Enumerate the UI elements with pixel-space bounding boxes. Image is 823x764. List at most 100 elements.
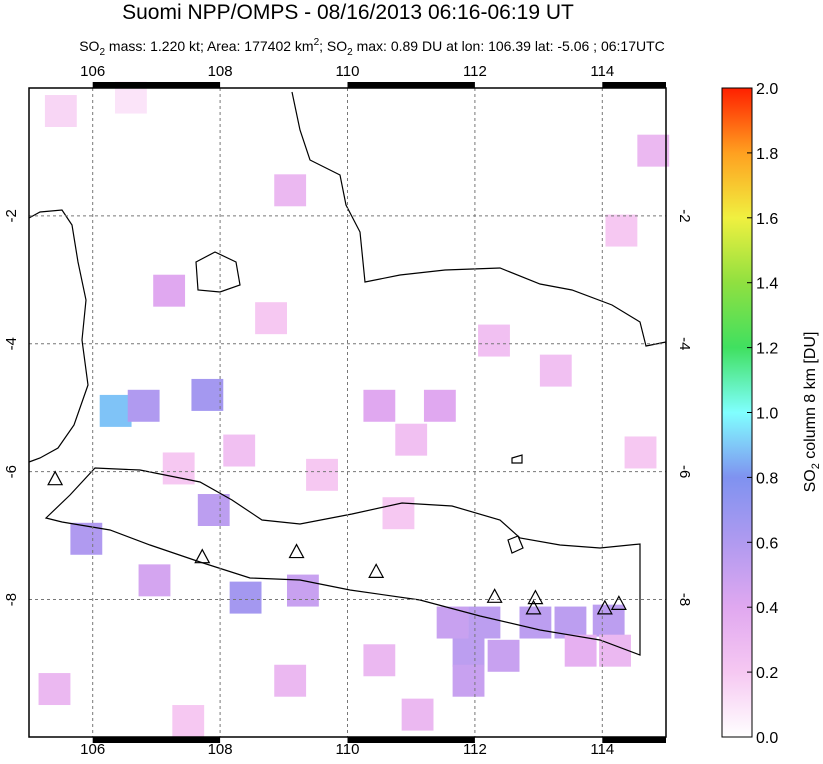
so2-cell <box>487 639 520 672</box>
volcano <box>194 548 211 564</box>
title: Suomi NPP/OMPS - 08/16/2013 06:16-06:19 … <box>122 1 574 24</box>
colorbar-label-part: column 8 km [DU] <box>802 332 819 464</box>
frame-bar <box>347 737 475 743</box>
x-tick-label: 112 <box>463 63 487 80</box>
colorbar-tick-label: 1.2 <box>756 341 778 358</box>
so2-cell <box>127 389 160 422</box>
subtitle-part: 2 <box>99 47 105 58</box>
so2-cell <box>138 564 171 597</box>
so2-cell <box>401 698 434 731</box>
so2-cell <box>592 604 625 637</box>
x-tick-label: 110 <box>336 63 360 80</box>
so2-cell <box>452 634 485 667</box>
colorbar-tick-label: 0.6 <box>756 535 778 552</box>
x-tick-label: 110 <box>336 741 360 758</box>
so2-cell <box>38 673 71 706</box>
frame-bar <box>602 737 666 743</box>
so2-cell <box>274 664 307 697</box>
colorbar: 0.0 0.2 0.4 0.6 0.8 1.0 1.2 1.4 1.6 1.8 2.0 <box>721 81 778 747</box>
so2-cell <box>306 458 338 491</box>
colorbar-tick-label: 1.4 <box>756 276 778 293</box>
colorbar-label: SO2 column 8 km [DU] <box>802 332 822 493</box>
coastline <box>507 454 524 554</box>
y-tick-label: -2 <box>3 209 20 222</box>
so2-cell <box>599 634 631 667</box>
volcano <box>288 543 305 559</box>
volcano <box>47 470 64 486</box>
colorbar-tick-label: 1.8 <box>756 146 778 163</box>
volcano <box>525 599 542 615</box>
so2-cell <box>452 664 485 697</box>
subtitle-part: 2 <box>347 47 353 58</box>
subtitle-part: max: 0.89 DU at lon: 106.39 lat: -5.06 ;… <box>353 38 665 54</box>
y-tick-label: -8 <box>3 593 20 606</box>
so2-cell <box>395 423 428 456</box>
coastline <box>44 467 641 656</box>
colorbar-tick-label: 1.0 <box>756 406 778 423</box>
frame-bar <box>92 82 221 88</box>
so2-cell <box>637 134 670 167</box>
so2-cell <box>162 452 195 485</box>
colorbar-tick-label: 0.4 <box>756 600 778 617</box>
x-tick-label: 106 <box>80 63 105 80</box>
coastline <box>291 91 667 347</box>
colorbar-tick-label: 0.2 <box>756 665 778 682</box>
colorbar-label-part: SO <box>802 469 819 492</box>
y-tick-label: -8 <box>676 593 693 606</box>
y-tick-label: -4 <box>3 337 20 350</box>
so2-cell <box>172 705 205 737</box>
so2-cell <box>153 274 186 307</box>
so2-cell <box>274 174 307 207</box>
x-tick-label: 106 <box>80 741 105 758</box>
volcano <box>596 599 613 615</box>
data-layer <box>38 81 670 737</box>
colorbar-tick-label: 0.8 <box>756 470 778 487</box>
frame-bar <box>92 737 221 743</box>
so2-cell <box>605 214 638 247</box>
volcanoes <box>47 470 627 615</box>
x-tick-label: 114 <box>590 63 614 80</box>
frame-bar <box>602 82 666 88</box>
so2-cell <box>99 394 132 427</box>
subtitle-part: mass: 1.220 kt; Area: 177402 km <box>105 38 314 54</box>
so2-cell <box>363 644 396 677</box>
coastline <box>28 209 89 463</box>
x-tick-label: 108 <box>208 63 233 80</box>
graticule <box>29 88 666 737</box>
frame-bar <box>347 82 475 88</box>
so2-cell <box>255 302 287 335</box>
volcano <box>486 588 503 603</box>
subtitle-part: SO <box>79 38 99 54</box>
so2-cell <box>191 378 224 411</box>
x-tick-label: 114 <box>590 741 614 758</box>
so2-cell <box>519 606 552 639</box>
so2-cell <box>539 354 572 387</box>
coastlines <box>28 91 667 656</box>
x-tick-label: 112 <box>463 741 487 758</box>
so2-cell <box>423 389 456 422</box>
volcano <box>368 563 385 578</box>
so2-cell <box>468 606 501 639</box>
colorbar-tick-label: 2.0 <box>756 81 778 98</box>
y-tick-label: -4 <box>676 337 693 350</box>
subtitle-part: 2 <box>314 37 320 48</box>
coastline <box>195 251 241 293</box>
subtitle-part: ; SO <box>319 38 347 54</box>
colorbar-tick-label: 1.6 <box>756 211 778 228</box>
y-tick-label: -6 <box>3 465 20 478</box>
so2-cell <box>44 95 77 128</box>
x-tick-label: 108 <box>208 741 233 758</box>
colorbar-tick-label: 0.0 <box>756 730 778 747</box>
so2-cell <box>229 581 262 614</box>
volcano <box>527 589 544 605</box>
so2-cell <box>197 494 230 526</box>
so2-cell <box>223 434 256 467</box>
so2-cell <box>382 497 415 530</box>
colorbar-label-part: 2 <box>810 463 822 469</box>
y-tick-label: -2 <box>676 209 693 222</box>
so2-cell <box>478 324 510 357</box>
so2-cell <box>363 389 396 422</box>
so2-cell <box>624 436 657 469</box>
subtitle: SO2 mass: 1.220 kt; Area: 177402 km2; SO… <box>79 37 665 58</box>
